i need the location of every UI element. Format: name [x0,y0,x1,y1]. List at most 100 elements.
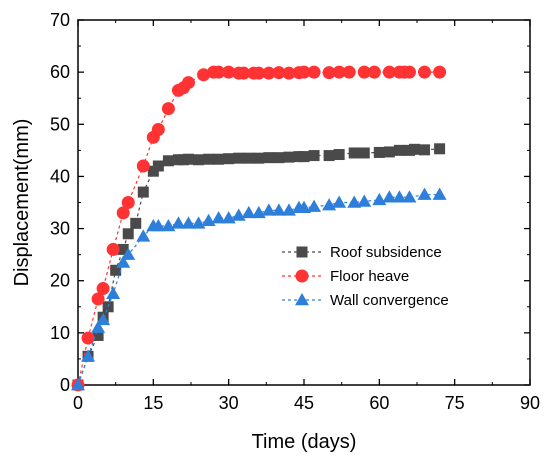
y-axis-title: Displacement(mm) [11,119,33,287]
data-point [212,65,226,79]
data-point [322,66,336,80]
data-point [81,331,95,345]
data-point [432,187,447,200]
data-point [347,195,362,208]
x-tick-label: 60 [369,393,389,413]
data-point [332,195,347,208]
data-point [307,65,321,79]
series-triangle [71,187,447,391]
data-point [367,65,381,79]
data-point [182,153,194,165]
data-point [197,68,211,82]
x-tick-label: 75 [445,393,465,413]
data-point [171,216,186,229]
legend-label: Roof subsidence [330,244,442,261]
data-point [348,147,360,159]
data-point [91,292,105,306]
data-point [193,154,205,166]
data-point [211,211,226,224]
data-point [333,149,345,161]
data-point [392,190,407,203]
series-layer [71,65,447,392]
data-point [358,147,370,159]
legend-marker [296,246,308,258]
legend-item: Floor heave [282,268,409,285]
series-square [72,143,446,391]
data-point [419,144,431,156]
data-point [332,65,346,79]
data-point [181,76,195,90]
data-point [372,192,387,206]
data-point [122,228,134,240]
data-point [297,200,311,213]
data-point [282,66,296,80]
legend-label: Floor heave [330,268,409,285]
data-point [383,146,395,158]
data-point [434,143,446,155]
data-point [162,155,174,167]
data-point [91,320,106,333]
data-point [136,229,151,242]
data-point [263,152,275,164]
data-point [382,190,397,203]
data-point [121,196,135,209]
data-point [272,66,286,80]
legend-label: Wall convergence [330,292,449,309]
data-point [273,152,285,164]
y-tick-label: 20 [50,271,70,291]
data-point [262,66,276,80]
data-point [373,146,385,158]
legend-marker [295,269,309,283]
data-point [203,153,215,165]
data-point [307,199,322,212]
x-tick-label: 90 [520,393,540,413]
data-point [106,286,121,299]
data-point [298,151,310,163]
legend: Roof subsidence Floor heave Wall convergen… [282,244,449,309]
data-point [408,143,420,155]
data-point [71,378,85,391]
series-line [77,148,440,386]
data-point [417,187,432,200]
data-point [222,65,236,79]
data-point [418,65,432,79]
data-point [252,66,266,80]
data-point [121,247,136,260]
y-tick-label: 30 [50,219,70,239]
y-tick-label: 70 [50,10,70,30]
data-point [136,159,150,173]
data-point [261,203,276,216]
data-point [116,206,130,220]
data-point [402,190,417,203]
data-point [402,65,416,79]
data-point [96,312,111,326]
x-tick-label: 45 [294,393,314,413]
data-point [231,208,246,221]
data-point [137,186,149,198]
data-point [237,66,251,80]
legend-item: Roof subsidence [282,244,442,261]
x-tick-label: 0 [73,393,83,413]
legend-marker [295,293,309,306]
data-point [342,65,356,79]
data-point [151,218,166,232]
data-point [201,213,216,226]
data-point [116,255,131,268]
y-tick-label: 0 [60,375,70,395]
data-point [152,160,164,172]
data-point [308,150,320,162]
data-point [243,152,255,164]
data-point [110,264,122,276]
data-point [161,102,175,116]
data-point [81,349,96,362]
x-tick-label: 30 [219,393,239,413]
data-point [253,152,265,164]
data-point [283,151,295,163]
data-point [117,243,129,255]
series-circle [71,65,447,392]
data-point [393,144,405,156]
y-tick-label: 10 [50,323,70,343]
data-point [151,123,165,136]
y-tick-label: 50 [50,114,70,134]
